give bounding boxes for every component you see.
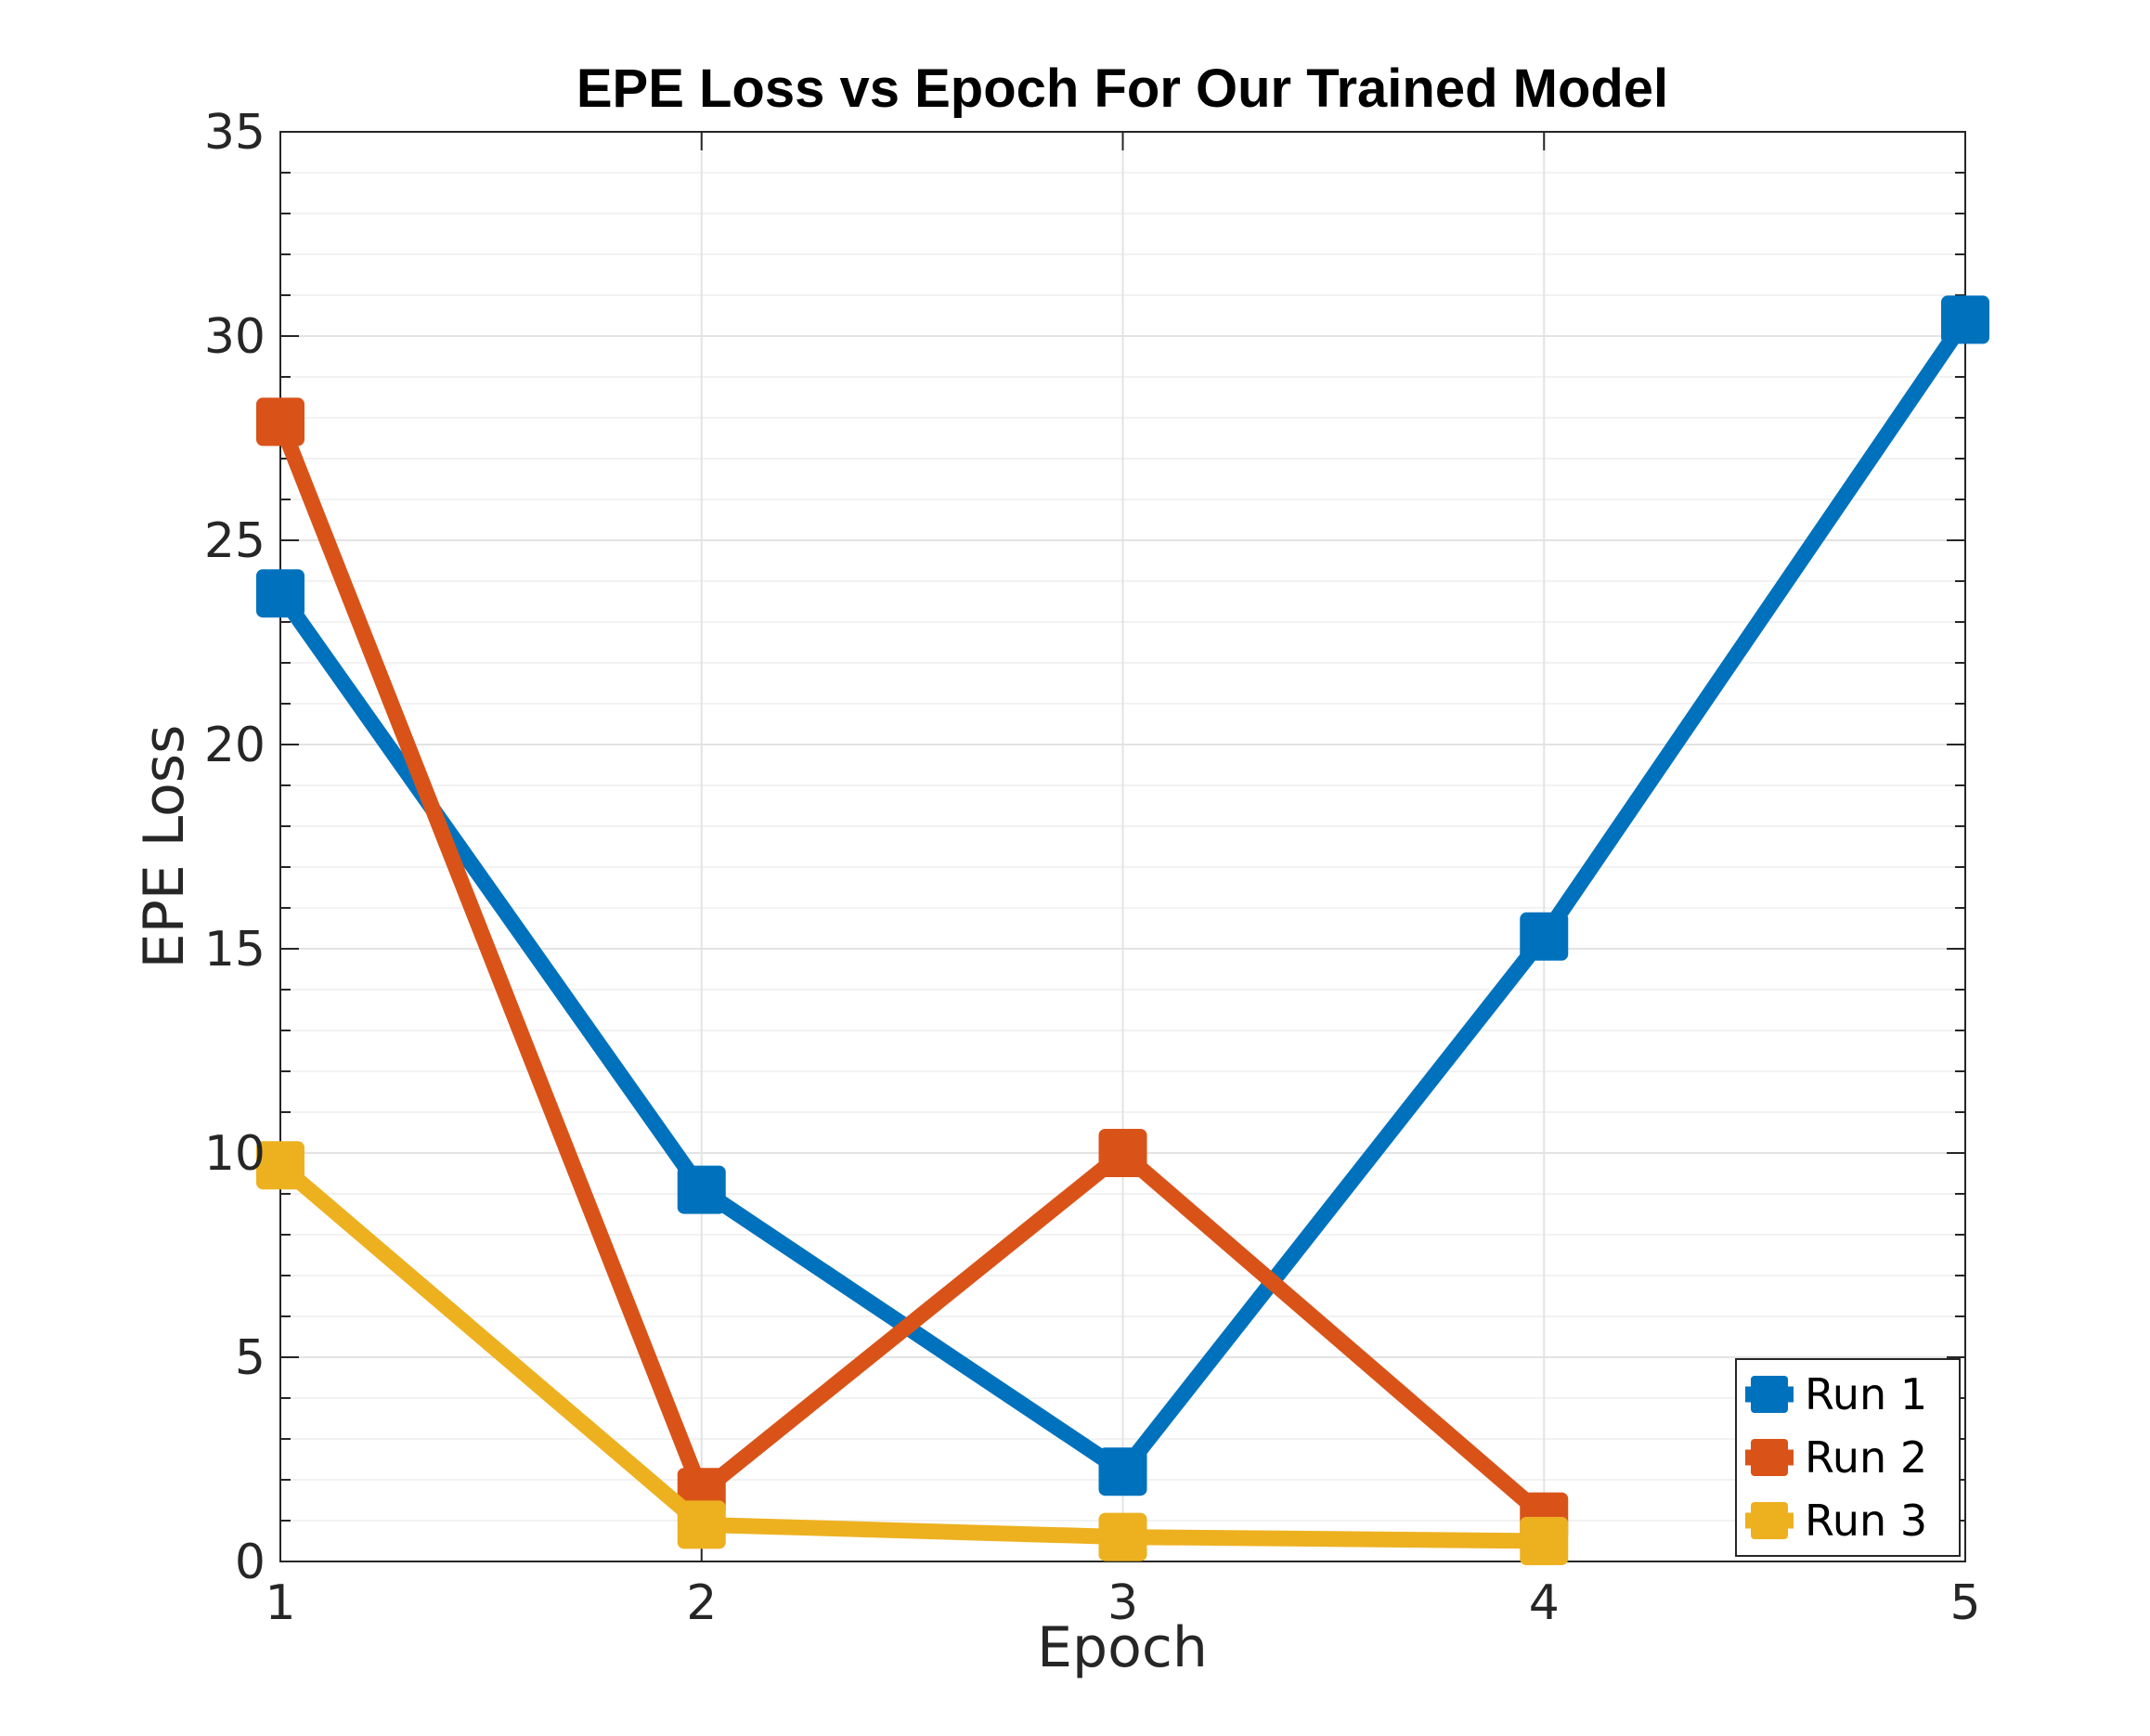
data-point-run-2 — [1098, 1129, 1147, 1177]
x-tick-label: 4 — [1529, 1575, 1560, 1631]
y-tick-label: 5 — [235, 1330, 266, 1386]
legend: Run 1 Run 2 Run 3 — [1735, 1358, 1961, 1557]
data-point-run-3 — [256, 1141, 304, 1190]
x-tick-label: 1 — [265, 1575, 295, 1631]
x-tick-label: 2 — [686, 1575, 717, 1631]
y-tick-label: 15 — [204, 922, 266, 978]
y-tick-label: 20 — [204, 718, 266, 773]
y-axis-label: EPE Loss — [132, 725, 197, 969]
data-point-run-3 — [677, 1500, 726, 1549]
data-point-run-1 — [1098, 1447, 1147, 1496]
legend-label: Run 2 — [1805, 1432, 1927, 1483]
data-point-run-1 — [677, 1165, 726, 1214]
series-layer — [256, 295, 1989, 1565]
y-tick-label: 10 — [204, 1126, 266, 1182]
data-point-run-3 — [1098, 1512, 1147, 1561]
data-point-run-1 — [1941, 295, 1989, 344]
legend-swatch-marker — [1751, 1376, 1788, 1413]
y-tick-label: 0 — [235, 1535, 266, 1590]
legend-label: Run 1 — [1805, 1369, 1927, 1419]
x-tick-label: 3 — [1107, 1575, 1138, 1631]
y-tick-label: 35 — [204, 105, 266, 161]
x-tick-label: 5 — [1949, 1575, 1980, 1631]
series-line-run-3 — [272, 1157, 1552, 1549]
data-point-run-2 — [256, 397, 304, 447]
x-tick-labels: 1 2 3 4 5 — [265, 1575, 1980, 1631]
data-point-run-3 — [1520, 1517, 1569, 1565]
legend-swatch-marker — [1751, 1502, 1788, 1539]
y-tick-label: 30 — [204, 309, 266, 365]
y-tick-labels: 0 5 10 15 20 25 30 35 — [204, 105, 266, 1590]
chart-title: EPE Loss vs Epoch For Our Trained Model — [576, 58, 1668, 119]
y-tick-label: 25 — [204, 513, 266, 569]
data-point-run-1 — [256, 569, 304, 618]
plot-area — [256, 131, 1989, 1565]
series-line-run-2 — [272, 413, 1552, 1525]
data-point-run-1 — [1520, 912, 1569, 961]
x-axis-label: Epoch — [1037, 1615, 1208, 1680]
legend-swatch-marker — [1751, 1439, 1788, 1476]
legend-label: Run 3 — [1805, 1496, 1927, 1546]
